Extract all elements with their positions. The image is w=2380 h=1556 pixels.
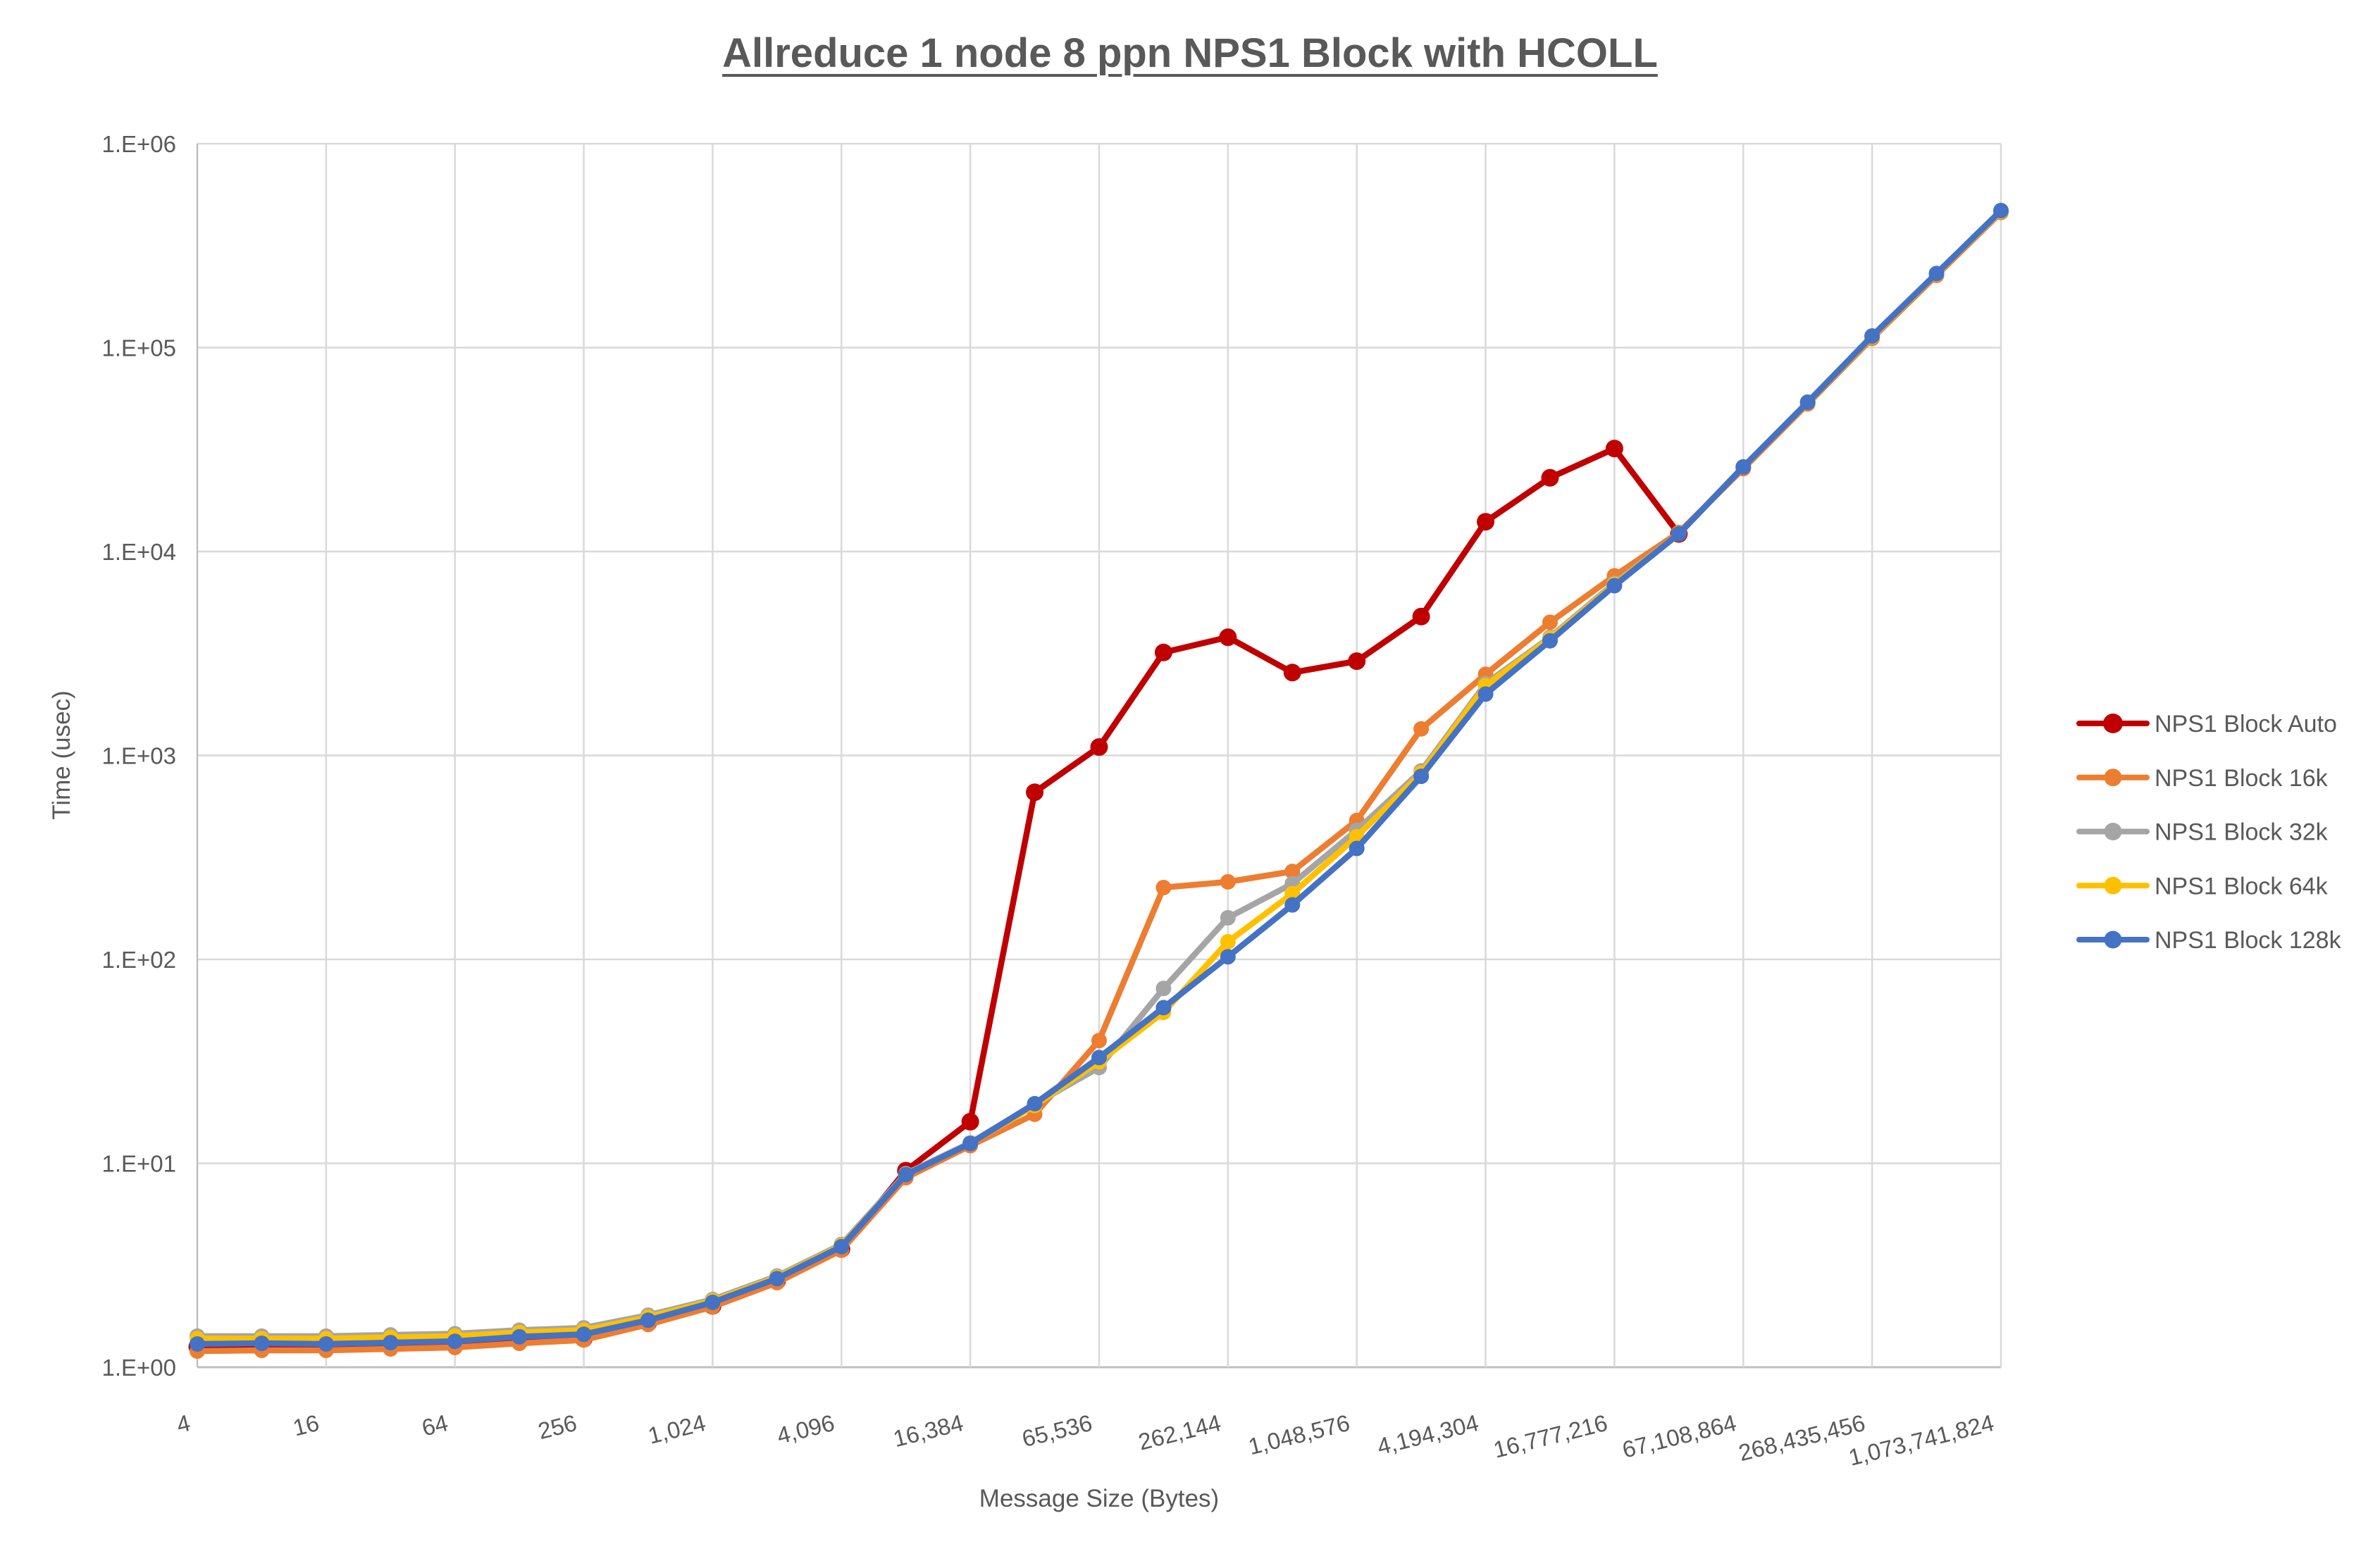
series-marker-nps1-block-16k [1542,614,1558,630]
series-marker-nps1-block-128k [640,1312,656,1328]
series-marker-nps1-block-128k [769,1271,785,1287]
series-marker-nps1-block-128k [1091,1050,1107,1066]
series-marker-nps1-block-auto [961,1112,979,1131]
legend-marker [2104,931,2122,949]
series-marker-nps1-block-128k [1220,949,1236,965]
series-marker-nps1-block-128k [1284,897,1301,913]
legend-label: NPS1 Block 128k [2155,927,2342,954]
y-tick-label: 1.E+00 [101,1355,176,1381]
series-marker-nps1-block-128k [705,1294,721,1310]
legend-label: NPS1 Block 32k [2155,819,2329,846]
series-line-nps1-block-auto [194,445,1682,1352]
legend-marker [2104,768,2122,787]
series-marker-nps1-block-auto [1605,440,1623,458]
y-tick-label: 1.E+03 [101,743,176,769]
series-marker-nps1-block-auto [1154,643,1172,661]
legend-label: NPS1 Block 16k [2155,765,2329,792]
series-marker-nps1-block-64k [1220,933,1236,950]
series-marker-nps1-block-16k [1091,1033,1107,1049]
legend-label: NPS1 Block Auto [2155,711,2337,737]
x-tick-label: 16,384 [891,1409,966,1452]
x-tick-label: 4 [174,1409,193,1438]
series-marker-nps1-block-128k [1349,840,1365,857]
y-tick-label: 1.E+06 [101,131,176,157]
x-tick-label: 256 [535,1409,579,1444]
series-marker-nps1-block-auto [1412,607,1430,625]
series-marker-nps1-block-128k [1542,633,1558,649]
y-tick-label: 1.E+04 [101,539,176,565]
series-marker-nps1-block-128k [1735,459,1752,475]
series-marker-nps1-block-128k [962,1135,979,1152]
series-marker-nps1-block-128k [1155,1000,1172,1016]
x-tick-label: 1,073,741,824 [1846,1409,1997,1471]
series-marker-nps1-block-128k [833,1238,850,1255]
x-tick-label: 64 [419,1409,451,1441]
series-marker-nps1-block-128k [512,1328,528,1345]
series-marker-nps1-block-128k [898,1166,914,1183]
series-marker-nps1-block-auto [1477,513,1495,531]
series-marker-nps1-block-128k [1993,202,2009,218]
series-marker-nps1-block-16k [1284,864,1301,880]
series-marker-nps1-block-auto [1090,738,1108,757]
series-marker-nps1-block-128k [1799,394,1816,410]
series-marker-nps1-block-auto [1348,652,1366,671]
chart-title: Allreduce 1 node 8 ppn NPS1 Block with H… [722,30,1658,76]
series-marker-nps1-block-128k [1928,266,1945,282]
legend-marker [2104,876,2122,895]
series-marker-nps1-block-16k [1220,873,1236,890]
series-marker-nps1-block-16k [1155,880,1172,896]
series-marker-nps1-block-auto [1219,628,1237,647]
legend-marker [2103,714,2123,733]
legend-label: NPS1 Block 64k [2155,873,2329,900]
series-marker-nps1-block-128k [1671,525,1687,542]
x-tick-label: 1,024 [645,1409,708,1449]
series-marker-nps1-block-128k [447,1333,463,1350]
series-marker-nps1-block-128k [383,1335,399,1351]
x-tick-label: 4,096 [774,1409,837,1449]
x-tick-label: 1,048,576 [1246,1409,1352,1459]
x-tick-label: 16 [290,1409,322,1441]
series-marker-nps1-block-auto [1026,783,1044,802]
y-tick-label: 1.E+01 [101,1151,176,1177]
series-marker-nps1-block-auto [1283,664,1301,682]
series-marker-nps1-block-128k [1864,328,1880,344]
series-marker-nps1-block-128k [576,1326,592,1343]
x-tick-label: 262,144 [1136,1409,1224,1455]
x-tick-label: 67,108,864 [1620,1409,1739,1463]
y-tick-label: 1.E+05 [101,335,176,361]
legend-marker [2104,823,2122,840]
series-marker-nps1-block-128k [1413,768,1430,785]
series-marker-nps1-block-128k [254,1336,270,1352]
x-tick-label: 16,777,216 [1491,1409,1610,1463]
series-marker-nps1-block-16k [1413,721,1430,737]
x-tick-label: 268,435,456 [1736,1409,1868,1466]
series-marker-nps1-block-128k [318,1336,334,1352]
series-marker-nps1-block-128k [1606,578,1623,594]
series-marker-nps1-block-auto [1541,468,1559,487]
y-tick-label: 1.E+02 [101,947,176,973]
series-marker-nps1-block-128k [1027,1095,1043,1112]
x-tick-label: 65,536 [1019,1409,1095,1452]
x-axis-title: Message Size (Bytes) [979,1485,1220,1512]
series-marker-nps1-block-32k [1155,981,1172,997]
series-marker-nps1-block-128k [190,1336,205,1352]
x-tick-label: 4,194,304 [1375,1409,1481,1459]
series-marker-nps1-block-128k [1477,686,1494,702]
series-marker-nps1-block-32k [1220,909,1236,926]
